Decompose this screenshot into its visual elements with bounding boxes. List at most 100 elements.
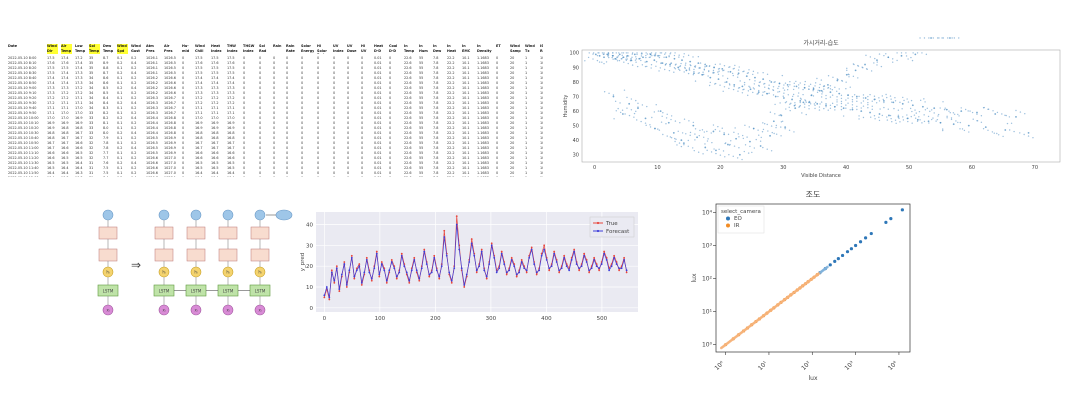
data-point	[626, 54, 629, 57]
data-point	[775, 126, 777, 129]
data-point	[752, 87, 755, 89]
table-cell: 0	[273, 86, 276, 90]
table-cell: 16.8	[227, 136, 235, 140]
table-cell: 0	[182, 91, 185, 95]
table-cell: 16.6	[211, 151, 219, 155]
data-point	[756, 93, 758, 95]
data-point	[874, 57, 876, 60]
table-cell: 55	[419, 116, 424, 120]
column-header: Rain	[273, 44, 282, 48]
data-point	[927, 115, 930, 118]
data-point	[737, 69, 740, 71]
table-cell: 17.2	[211, 96, 219, 100]
data-point	[808, 85, 810, 87]
humidity-visibility-scatter: 가시거리-습도 0 10 20 30 40 50 60 70 30 40 50 60 70 80 90 100 V…	[562, 37, 1074, 180]
table-cell: 17.4	[61, 71, 69, 75]
table-cell: 0.01	[374, 111, 382, 115]
data-point	[867, 95, 869, 98]
table-cell: 55	[419, 91, 424, 95]
data-point	[898, 117, 900, 120]
table-cell: 0	[286, 126, 289, 130]
table-cell: 0.01	[374, 101, 382, 105]
table-cell: 0	[333, 161, 336, 165]
data-point	[724, 81, 726, 83]
data-point	[658, 129, 661, 131]
data-point	[939, 107, 941, 109]
data-point	[350, 254, 353, 257]
table-cell: 16.7	[61, 141, 69, 145]
data-point	[905, 52, 907, 54]
table-cell: 100	[540, 156, 543, 160]
data-point	[774, 95, 777, 98]
table-cell: 100	[540, 141, 543, 145]
data-point	[916, 118, 919, 121]
data-point	[558, 271, 561, 274]
table-cell: 17.3	[227, 91, 235, 95]
table-cell: 16.4	[227, 176, 240, 177]
data-point	[615, 110, 617, 112]
data-point	[684, 64, 687, 66]
table-cell: 33	[89, 131, 94, 135]
data-point	[693, 65, 696, 68]
table-cell: 1026.2	[146, 76, 158, 80]
data-point	[886, 119, 889, 121]
table-cell: 16.9	[211, 121, 219, 125]
data-point	[947, 37, 949, 39]
data-point	[405, 271, 408, 274]
data-point	[500, 250, 503, 253]
data-point	[658, 54, 661, 57]
data-point	[928, 122, 930, 124]
table-cell: 1026.3	[146, 101, 158, 105]
data-point	[933, 107, 936, 110]
table-cell: 1026.7	[164, 106, 176, 110]
table-cell: 0.2	[131, 156, 137, 160]
table-cell: 33	[89, 111, 94, 115]
data-point	[548, 269, 551, 272]
data-point	[818, 86, 821, 89]
table-cell: 0	[243, 146, 246, 150]
table-cell: 0	[317, 71, 320, 75]
y-tick-label: 70	[573, 94, 579, 100]
lstm-diagram-svg: hᵢLSTMxᵢhᵢLSTMxᵢhᵢLSTMxᵢhᵢLSTMxᵢhᵢLSTMxᵢ…	[97, 209, 293, 316]
data-point	[717, 125, 719, 128]
data-point	[927, 120, 930, 123]
legend-marker	[726, 216, 730, 221]
data-point	[420, 267, 423, 270]
lstm-diagram: hᵢ LSTM xᵢ hᵢ LSTM xᵢ hᵢ LSTM xᵢ hᵢ LSTM xᵢ hᵢ LSTM xᵢ…	[90, 205, 300, 323]
data-point	[498, 267, 501, 270]
data-point	[851, 101, 854, 103]
data-point	[759, 145, 762, 147]
table-cell: 0	[389, 56, 392, 60]
data-point	[883, 106, 885, 109]
data-point	[738, 153, 741, 156]
table-cell: 0	[389, 66, 392, 70]
data-point	[340, 273, 343, 276]
data-point	[704, 143, 706, 145]
table-cell: 0	[182, 56, 185, 60]
table-cell: 2022-05-10 10:10	[8, 121, 39, 125]
table-cell: 0	[361, 76, 364, 80]
data-point	[863, 236, 868, 240]
table-cell: 0.4	[131, 161, 137, 165]
table-cell: 0	[259, 76, 262, 80]
data-point	[523, 267, 526, 270]
table-cell: 16.5	[195, 166, 203, 170]
table-cell: 1026.5	[146, 151, 158, 155]
table-cell: 0	[301, 136, 304, 140]
table-cell: 17.1	[211, 106, 219, 110]
data-point	[335, 267, 338, 270]
table-cell: 0	[243, 61, 246, 65]
table-cell: 0	[361, 61, 364, 65]
data-point	[864, 97, 867, 99]
table-cell: 0.2	[131, 106, 137, 110]
data-point	[635, 56, 637, 58]
data-point	[508, 269, 511, 272]
table-cell: 55	[419, 151, 424, 155]
data-point	[921, 122, 923, 124]
data-point	[713, 148, 715, 150]
data-point	[520, 259, 523, 261]
data-point	[744, 124, 746, 127]
data-point	[670, 62, 672, 65]
table-cell: 8.8	[103, 66, 109, 70]
data-point	[1013, 130, 1015, 133]
